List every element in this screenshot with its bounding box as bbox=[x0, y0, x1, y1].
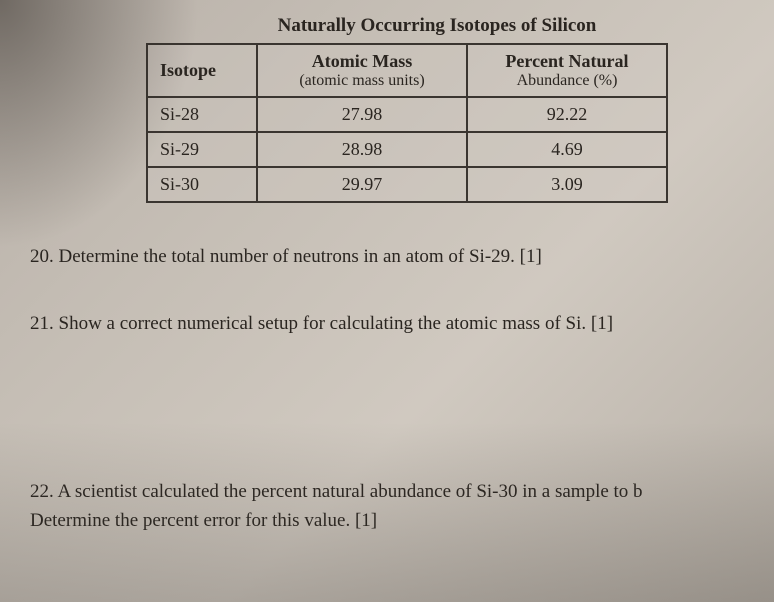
isotope-table-container: Isotope Atomic Mass (atomic mass units) … bbox=[70, 43, 744, 203]
header-mass-text: Atomic Mass bbox=[312, 51, 412, 71]
cell-abundance: 3.09 bbox=[467, 167, 667, 202]
question-22-line2: Determine the percent error for this val… bbox=[30, 510, 377, 531]
header-isotope-text: Isotope bbox=[160, 60, 216, 80]
cell-mass: 27.98 bbox=[257, 97, 467, 132]
question-21: 21. Show a correct numerical setup for c… bbox=[30, 310, 744, 339]
header-abundance-text: Percent Natural bbox=[505, 51, 628, 71]
cell-isotope: Si-29 bbox=[147, 132, 257, 167]
isotope-table: Isotope Atomic Mass (atomic mass units) … bbox=[146, 43, 668, 203]
table-row: Si-29 28.98 4.69 bbox=[147, 132, 667, 167]
cell-isotope: Si-28 bbox=[147, 97, 257, 132]
header-isotope: Isotope bbox=[147, 44, 257, 97]
question-22: 22. A scientist calculated the percent n… bbox=[30, 478, 744, 535]
table-row: Si-28 27.98 92.22 bbox=[147, 97, 667, 132]
header-mass-sub: (atomic mass units) bbox=[274, 72, 450, 90]
question-22-line1: 22. A scientist calculated the percent n… bbox=[30, 481, 643, 502]
table-title: Naturally Occurring Isotopes of Silicon bbox=[130, 15, 744, 37]
cell-mass: 28.98 bbox=[257, 132, 467, 167]
cell-abundance: 4.69 bbox=[467, 132, 667, 167]
table-header-row: Isotope Atomic Mass (atomic mass units) … bbox=[147, 44, 667, 97]
header-mass: Atomic Mass (atomic mass units) bbox=[257, 44, 467, 97]
cell-mass: 29.97 bbox=[257, 167, 467, 202]
header-abundance: Percent Natural Abundance (%) bbox=[467, 44, 667, 97]
question-20: 20. Determine the total number of neutro… bbox=[30, 243, 744, 272]
header-abundance-sub: Abundance (%) bbox=[484, 72, 650, 90]
cell-isotope: Si-30 bbox=[147, 167, 257, 202]
table-row: Si-30 29.97 3.09 bbox=[147, 167, 667, 202]
cell-abundance: 92.22 bbox=[467, 97, 667, 132]
